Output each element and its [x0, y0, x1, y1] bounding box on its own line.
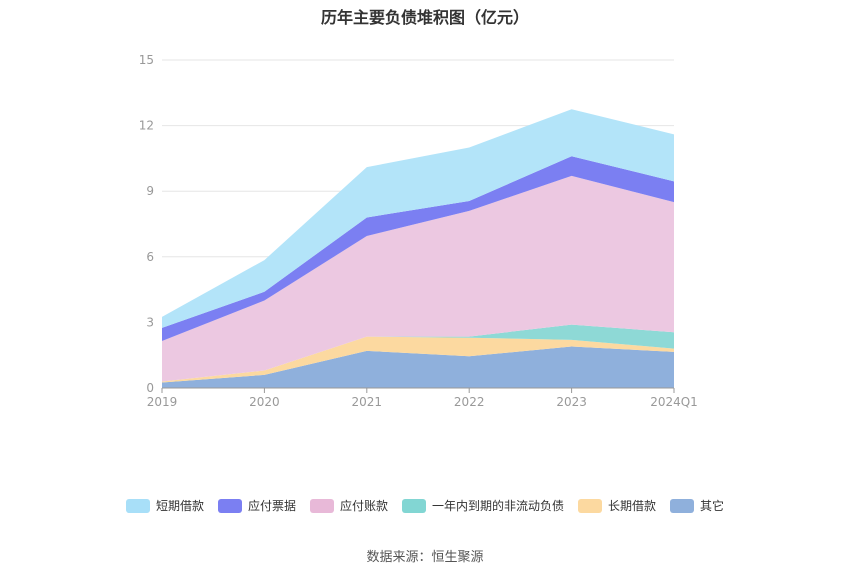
- x-tick-label: 2020: [249, 395, 280, 409]
- y-tick-label: 9: [146, 184, 154, 198]
- x-tick-label: 2019: [147, 395, 178, 409]
- legend-label: 短期借款: [155, 499, 204, 513]
- y-tick-label: 12: [139, 119, 154, 133]
- area-series-2: [162, 324, 674, 382]
- x-tick-label: 2021: [352, 395, 383, 409]
- x-tick-label: 2023: [556, 395, 587, 409]
- x-tick-label: 2022: [454, 395, 485, 409]
- legend-label: 一年内到期的非流动负债: [432, 499, 565, 513]
- legend-label: 应付票据: [247, 499, 296, 513]
- legend-item[interactable]: 短期借款: [125, 497, 204, 514]
- legend-item[interactable]: 应付票据: [217, 497, 296, 514]
- x-tick-label: 2024Q1: [650, 395, 698, 409]
- area-series-3: [162, 175, 674, 382]
- data-source: 数据来源：恒生聚源: [366, 550, 484, 565]
- area-series-1: [162, 336, 674, 383]
- legend-swatch: [125, 498, 150, 513]
- legend-label: 应付账款: [339, 499, 388, 513]
- legend-swatch: [670, 498, 695, 513]
- legend-item[interactable]: 长期借款: [578, 497, 656, 514]
- legend: 短期借款 应付票据 应付账款 一年内到期的非流动负债 长期借款 其它: [0, 497, 850, 514]
- legend-label: 长期借款: [608, 499, 657, 513]
- legend-swatch: [402, 498, 426, 513]
- area-series-5: [162, 109, 674, 328]
- legend-item[interactable]: 应付账款: [309, 497, 388, 514]
- legend-item[interactable]: 一年内到期的非流动负债: [402, 497, 564, 514]
- legend-swatch: [217, 498, 242, 513]
- y-tick-label: 3: [146, 315, 154, 329]
- axes: 0 3 6 9 12 15 2019 2020 2021 2022 2023 2024Q1: [139, 53, 698, 409]
- legend-item[interactable]: 其它: [670, 497, 724, 514]
- stacked-area-chart: 0 3 6 9 12 15 2019 2020 2021 2022 2023 2024Q1: [139, 53, 698, 409]
- legend-swatch: [309, 498, 334, 513]
- area-series-0: [162, 346, 674, 388]
- y-tick-label: 6: [146, 250, 154, 264]
- y-tick-label: 15: [139, 53, 154, 67]
- area-series-4: [162, 156, 674, 341]
- chart-title: 历年主要负债堆积图（亿元）: [320, 8, 529, 27]
- y-tick-label: 0: [146, 381, 154, 395]
- legend-swatch: [578, 498, 603, 513]
- area-series: [162, 109, 674, 388]
- legend-label: 其它: [700, 499, 725, 513]
